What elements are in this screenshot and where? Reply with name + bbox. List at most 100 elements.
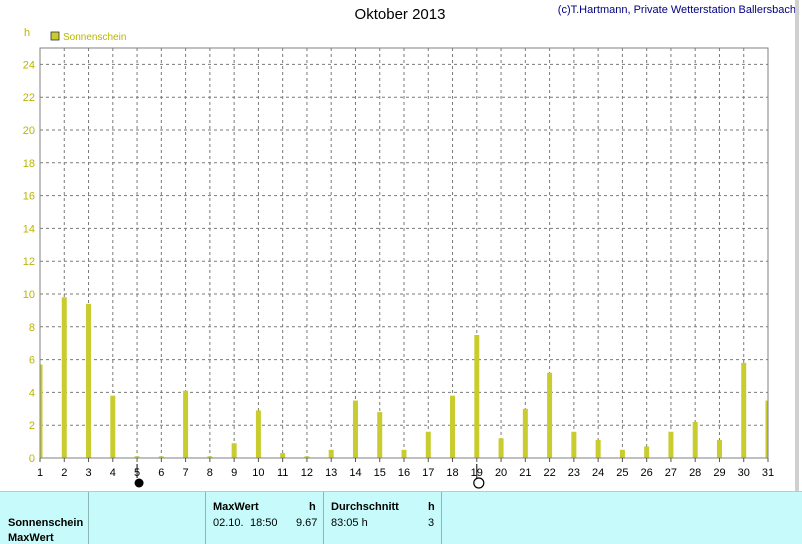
x-tick-label: 12 <box>301 467 313 479</box>
y-axis-unit: h <box>24 27 30 39</box>
bar <box>86 303 92 458</box>
bar <box>619 449 625 458</box>
legend-label: Sonnenschein <box>63 32 126 43</box>
legend-swatch <box>50 31 60 41</box>
y-tick-label: 12 <box>23 256 35 268</box>
bar <box>377 412 383 458</box>
panel-divider <box>441 492 442 544</box>
bar <box>255 410 261 458</box>
bar <box>134 456 140 458</box>
x-tick-label: 20 <box>495 467 507 479</box>
x-tick-label: 11 <box>277 467 288 479</box>
bar <box>716 439 722 458</box>
x-tick-label: 8 <box>207 467 213 479</box>
x-tick-label: 1 <box>37 467 43 479</box>
credit-text: (c)T.Hartmann, Private Wetterstation Bal… <box>557 4 796 16</box>
bar <box>450 395 456 458</box>
y-tick-label: 10 <box>23 289 35 301</box>
bar <box>474 335 480 458</box>
row-label-sonnenschein: Sonnenschein <box>8 517 84 529</box>
avg-value: 3 <box>428 517 435 529</box>
x-tick-label: 31 <box>762 467 774 479</box>
bar <box>207 456 213 458</box>
x-tick-label: 16 <box>398 467 410 479</box>
legend: Sonnenschein <box>50 31 126 43</box>
avg-header: Durchschnitt <box>331 501 399 513</box>
bar <box>644 446 650 458</box>
panel-divider <box>205 492 206 544</box>
x-tick-label: 3 <box>85 467 91 479</box>
y-tick-label: 16 <box>23 191 35 203</box>
bar <box>158 456 164 458</box>
x-tick-label: 30 <box>738 467 750 479</box>
max-date: 02.10. <box>213 517 244 529</box>
y-tick-label: 24 <box>23 59 35 71</box>
x-tick-label: 17 <box>422 467 434 479</box>
x-tick-label: 10 <box>252 467 264 479</box>
panel-divider <box>88 492 89 544</box>
x-tick-label: 13 <box>325 467 337 479</box>
y-tick-label: 2 <box>29 420 35 432</box>
x-tick-label: 21 <box>519 467 531 479</box>
x-tick-label: 7 <box>183 467 189 479</box>
bar <box>547 372 553 458</box>
y-tick-label: 18 <box>23 158 35 170</box>
max-unit: h <box>309 501 316 513</box>
bar <box>40 364 43 458</box>
bar <box>692 421 698 458</box>
stats-panel: Sonnenschein MaxWert MaxWert h 02.10. 18… <box>0 491 802 544</box>
x-tick-label: 18 <box>446 467 458 479</box>
x-tick-label: 4 <box>110 467 116 479</box>
new-moon-icon <box>134 478 144 488</box>
x-tick-label: 24 <box>592 467 604 479</box>
bar <box>401 449 407 458</box>
x-tick-label: 15 <box>374 467 386 479</box>
moon-markers <box>134 464 485 489</box>
bar <box>61 297 67 458</box>
grid-lines <box>40 48 768 458</box>
y-tick-label: 22 <box>23 92 35 104</box>
x-tick-label: 6 <box>158 467 164 479</box>
bar <box>304 456 310 458</box>
panel-divider <box>323 492 324 544</box>
avg-unit: h <box>428 501 435 513</box>
bar <box>571 431 577 458</box>
x-tick-label: 9 <box>231 467 237 479</box>
max-value: 9.67 <box>296 517 318 529</box>
x-tick-label: 29 <box>713 467 725 479</box>
x-tick-label: 22 <box>543 467 555 479</box>
row-label-maxwert: MaxWert <box>8 532 54 544</box>
y-tick-label: 0 <box>29 453 35 465</box>
y-tick-label: 14 <box>23 223 35 235</box>
chart-title: Oktober 2013 <box>354 6 446 23</box>
full-moon-icon <box>473 477 485 489</box>
bar <box>668 431 674 458</box>
y-tick-label: 8 <box>29 322 35 334</box>
max-time: 18:50 <box>250 517 278 529</box>
bar <box>765 400 768 458</box>
bar <box>595 439 601 458</box>
bar <box>328 449 334 458</box>
bars <box>40 297 768 458</box>
x-tick-label: 25 <box>616 467 628 479</box>
x-tick-label: 28 <box>689 467 701 479</box>
y-tick-label: 20 <box>23 125 35 137</box>
x-tick-label: 14 <box>349 467 361 479</box>
bar <box>280 453 286 458</box>
bar <box>741 362 747 458</box>
x-tick-label: 26 <box>641 467 653 479</box>
x-tick-label: 2 <box>61 467 67 479</box>
y-tick-label: 4 <box>29 387 35 399</box>
avg-total: 83:05 h <box>331 517 368 529</box>
bar <box>352 400 358 458</box>
bar <box>425 431 431 458</box>
max-header: MaxWert <box>213 501 259 513</box>
y-tick-label: 6 <box>29 355 35 367</box>
bar <box>231 443 237 458</box>
x-tick-label: 27 <box>665 467 677 479</box>
bar <box>183 390 189 458</box>
bar <box>498 438 504 458</box>
bar <box>110 395 116 458</box>
